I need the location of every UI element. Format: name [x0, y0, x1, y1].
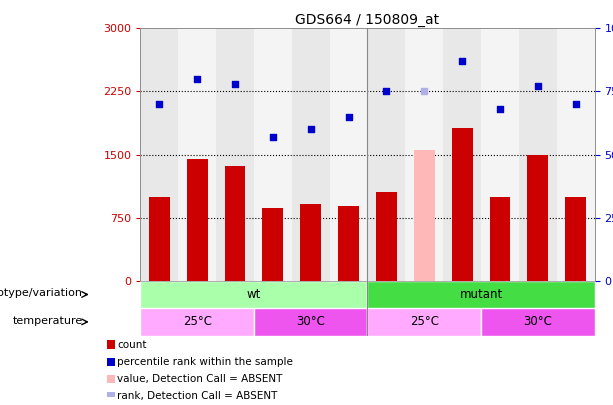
- Bar: [149, 197, 170, 281]
- Text: 25°C: 25°C: [183, 315, 211, 328]
- Bar: [178, 28, 216, 281]
- Point: [192, 76, 202, 82]
- Point: [154, 101, 164, 107]
- Bar: [254, 308, 368, 336]
- Bar: [368, 28, 405, 281]
- Bar: [481, 28, 519, 281]
- Bar: [107, 341, 115, 349]
- Bar: [368, 308, 481, 336]
- Bar: [300, 204, 321, 281]
- Point: [457, 58, 467, 64]
- Text: value, Detection Call = ABSENT: value, Detection Call = ABSENT: [117, 374, 283, 384]
- Text: 30°C: 30°C: [296, 315, 325, 328]
- Bar: [414, 149, 435, 281]
- Text: count: count: [117, 340, 147, 350]
- Point: [419, 88, 429, 95]
- Bar: [140, 308, 254, 336]
- Bar: [254, 28, 292, 281]
- Text: rank, Detection Call = ABSENT: rank, Detection Call = ABSENT: [117, 391, 278, 401]
- Point: [268, 134, 278, 140]
- Text: mutant: mutant: [459, 288, 503, 301]
- Bar: [187, 159, 208, 281]
- Point: [344, 113, 354, 120]
- Point: [381, 88, 391, 95]
- Bar: [443, 28, 481, 281]
- Bar: [557, 28, 595, 281]
- Bar: [490, 197, 511, 281]
- Bar: [107, 375, 115, 384]
- Point: [495, 106, 505, 112]
- Text: percentile rank within the sample: percentile rank within the sample: [117, 357, 293, 367]
- Bar: [338, 206, 359, 281]
- Text: genotype/variation: genotype/variation: [0, 288, 83, 298]
- Bar: [224, 166, 245, 281]
- Bar: [519, 28, 557, 281]
- Bar: [376, 192, 397, 281]
- Bar: [140, 281, 368, 308]
- Title: GDS664 / 150809_at: GDS664 / 150809_at: [295, 13, 440, 27]
- Bar: [216, 28, 254, 281]
- Bar: [452, 128, 473, 281]
- Point: [571, 101, 581, 107]
- Bar: [527, 156, 548, 281]
- Bar: [368, 281, 595, 308]
- Bar: [140, 28, 178, 281]
- Bar: [565, 197, 586, 281]
- Text: 30°C: 30°C: [524, 315, 552, 328]
- Bar: [481, 308, 595, 336]
- Text: wt: wt: [247, 288, 261, 301]
- Bar: [330, 28, 368, 281]
- Bar: [262, 208, 283, 281]
- Point: [533, 83, 543, 90]
- Point: [306, 126, 316, 132]
- Text: temperature: temperature: [12, 315, 83, 326]
- Bar: [292, 28, 330, 281]
- Bar: [405, 28, 443, 281]
- Bar: [107, 392, 115, 401]
- Text: 25°C: 25°C: [409, 315, 439, 328]
- Bar: [107, 358, 115, 366]
- Point: [230, 81, 240, 87]
